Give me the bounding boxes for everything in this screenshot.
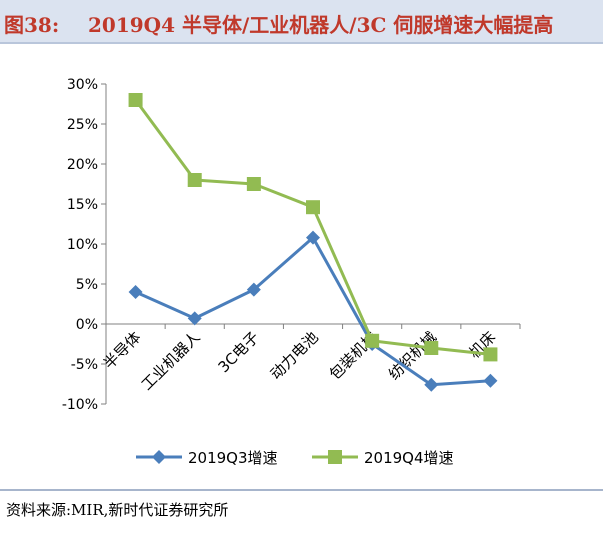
x-category-label: 动力电池 [267, 328, 322, 383]
data-point-diamond [483, 373, 498, 388]
data-point-square [365, 333, 380, 348]
y-tick-label: 30% [67, 77, 98, 93]
series-line [134, 236, 491, 387]
y-tick-label: 10% [67, 237, 98, 253]
data-point-diamond [306, 230, 320, 245]
figure-label: 图38: [4, 13, 60, 37]
legend-marker-diamond [152, 450, 166, 464]
legend-marker-square [328, 450, 342, 464]
legend-label: 2019Q3增速 [188, 449, 278, 467]
data-point-diamond [187, 311, 202, 326]
data-point-diamond [424, 377, 439, 392]
x-category-label: 3C电子 [215, 328, 263, 376]
data-point-square [424, 341, 439, 355]
y-tick-label: 5% [76, 277, 98, 293]
data-point-square [246, 177, 261, 191]
data-point-square [128, 93, 143, 107]
data-point-square [187, 173, 202, 187]
title-bar: 图38: 2019Q4 半导体/工业机器人/3C 伺服增速大幅提高 [0, 0, 603, 44]
x-category-label: 工业机器人 [138, 328, 204, 394]
data-point-diamond [128, 285, 143, 299]
legend-label: 2019Q4增速 [364, 449, 454, 467]
y-tick-label: 15% [67, 197, 98, 213]
x-category-label: 半导体 [100, 328, 145, 373]
chart-title: 2019Q4 半导体/工业机器人/3C 伺服增速大幅提高 [88, 13, 554, 37]
y-tick-label: 25% [67, 117, 98, 133]
x-category-label: 纺织机械 [385, 328, 440, 383]
data-point-square [483, 347, 498, 362]
data-point-diamond [246, 282, 261, 297]
y-tick-label: 20% [67, 157, 98, 173]
source-note: 资料来源:MIR,新时代证券研究所 [6, 501, 229, 519]
data-point-square [306, 200, 320, 215]
y-tick-label: 0% [76, 317, 98, 333]
divider [0, 489, 603, 491]
y-tick-label: -5% [71, 357, 98, 373]
y-tick-label: -10% [62, 397, 98, 413]
